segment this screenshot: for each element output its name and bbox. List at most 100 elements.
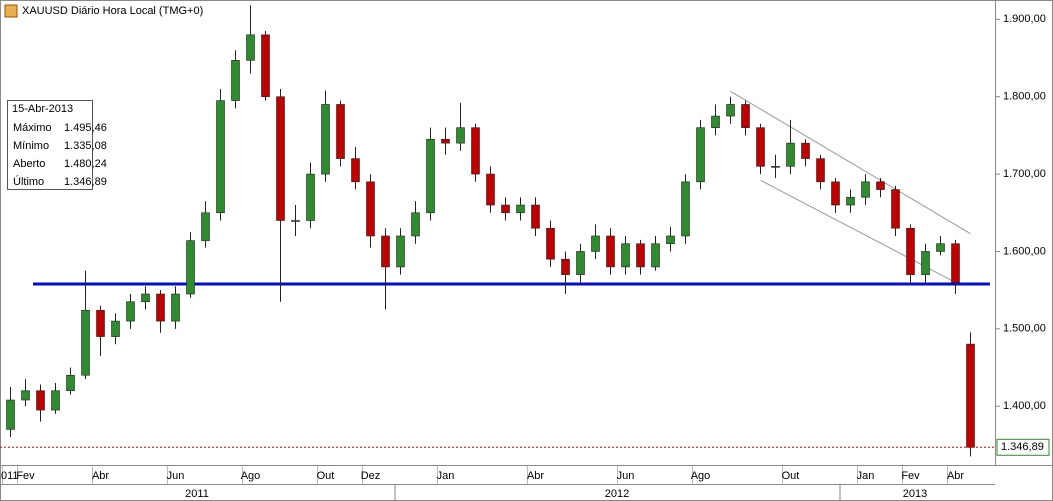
x-tick-label: Abr [947, 470, 964, 482]
x-tick-label: Jun [167, 470, 185, 482]
candle-body [96, 309, 105, 337]
candle-body [861, 181, 870, 198]
candle-body [66, 374, 75, 392]
candle-body [156, 293, 165, 322]
channel-line [730, 90, 971, 235]
candle-body [201, 212, 210, 241]
info-value: 1.480,24 [64, 158, 107, 170]
candle-body [846, 196, 855, 206]
candle-body [261, 34, 270, 98]
candle-body [651, 243, 660, 268]
candle-body [711, 115, 720, 128]
info-frame [7, 100, 93, 190]
candle-body [696, 127, 705, 183]
y-tick-label: 1.600,00 [1003, 245, 1046, 257]
info-label: Aberto [13, 158, 45, 170]
candle-body [336, 104, 345, 159]
candle-body [111, 320, 120, 337]
candle-body [501, 204, 510, 214]
candle-body [726, 104, 735, 117]
candle-body [216, 100, 225, 214]
candle-body [21, 390, 30, 401]
candle-body [291, 220, 300, 222]
candle-body [816, 158, 825, 183]
candle-body [966, 343, 975, 448]
candle-body [546, 227, 555, 260]
x-tick-label: Jan [857, 470, 875, 482]
candle-body [876, 181, 885, 190]
candle-body [426, 138, 435, 214]
candle-body [276, 96, 285, 221]
candle-body [81, 309, 90, 376]
candle-body [366, 181, 375, 237]
candle-body [411, 212, 420, 237]
x-tick-label: Jan [437, 470, 455, 482]
candle-body [666, 235, 675, 245]
y-tick-label: 1.700,00 [1003, 168, 1046, 180]
x-tick-label: Fev [901, 470, 920, 482]
candle-body [801, 142, 810, 159]
x-tick-label: Abr [527, 470, 544, 482]
candle-body [636, 243, 645, 268]
x-tick-label: Ago [691, 470, 711, 482]
candle-body [771, 166, 780, 168]
candle-body [126, 301, 135, 322]
candle-body [561, 258, 570, 275]
candle-body [531, 204, 540, 229]
last-price-label: 1.346,89 [1001, 441, 1044, 453]
candle-body [351, 158, 360, 183]
candle-body [171, 293, 180, 322]
x-tick-label: Abr [92, 470, 109, 482]
info-label: Mínimo [13, 140, 49, 152]
candle-body [591, 235, 600, 252]
candle-body [381, 235, 390, 268]
candle-body [186, 240, 195, 295]
candle-body [396, 235, 405, 268]
y-tick-label: 1.400,00 [1003, 400, 1046, 412]
candle-body [891, 189, 900, 229]
candle-body [606, 235, 615, 268]
candle-body [621, 243, 630, 268]
info-value: 1.335,08 [64, 140, 107, 152]
candle-body [951, 243, 960, 283]
candle-body [486, 173, 495, 206]
candle-body [231, 60, 240, 101]
x-tick-label: Jun [617, 470, 635, 482]
candle-body [936, 243, 945, 252]
candle-body [6, 399, 15, 430]
candle-body [786, 142, 795, 167]
x-tick-label: Out [317, 470, 335, 482]
candle-body [831, 181, 840, 206]
candle-body [921, 251, 930, 275]
candle-body [516, 204, 525, 214]
candle-body [741, 104, 750, 128]
x-tick-label: Out [782, 470, 800, 482]
info-value: 1.346,89 [64, 176, 107, 188]
symbol-icon[interactable] [4, 4, 18, 18]
last-price-box [996, 438, 1050, 456]
year-label: 2012 [605, 488, 629, 500]
x-tick-label: Ago [241, 470, 261, 482]
x-tick-label: Fev [16, 470, 35, 482]
y-tick-label: 1.900,00 [1003, 13, 1046, 25]
candle-body [246, 34, 255, 61]
candle-body [306, 173, 315, 221]
candle-body [681, 181, 690, 237]
candle-body [471, 127, 480, 175]
info-label: Último [13, 175, 44, 188]
chart-title[interactable]: XAUUSD Diário Hora Local (TMG+0) [22, 5, 203, 17]
y-tick-label: 1.800,00 [1003, 91, 1046, 103]
candle-body [51, 390, 60, 411]
x-tick-label: Dez [361, 470, 381, 482]
info-label: Máximo [13, 122, 52, 134]
year-label: 2011 [185, 488, 209, 500]
candle-body [576, 251, 585, 275]
info-value: 1.495,46 [64, 122, 107, 134]
y-tick-label: 1.500,00 [1003, 323, 1046, 335]
candle-body [441, 138, 450, 144]
candle-body [906, 227, 915, 275]
candle-body [36, 390, 45, 411]
x-tick-label: 011 [1, 470, 19, 482]
